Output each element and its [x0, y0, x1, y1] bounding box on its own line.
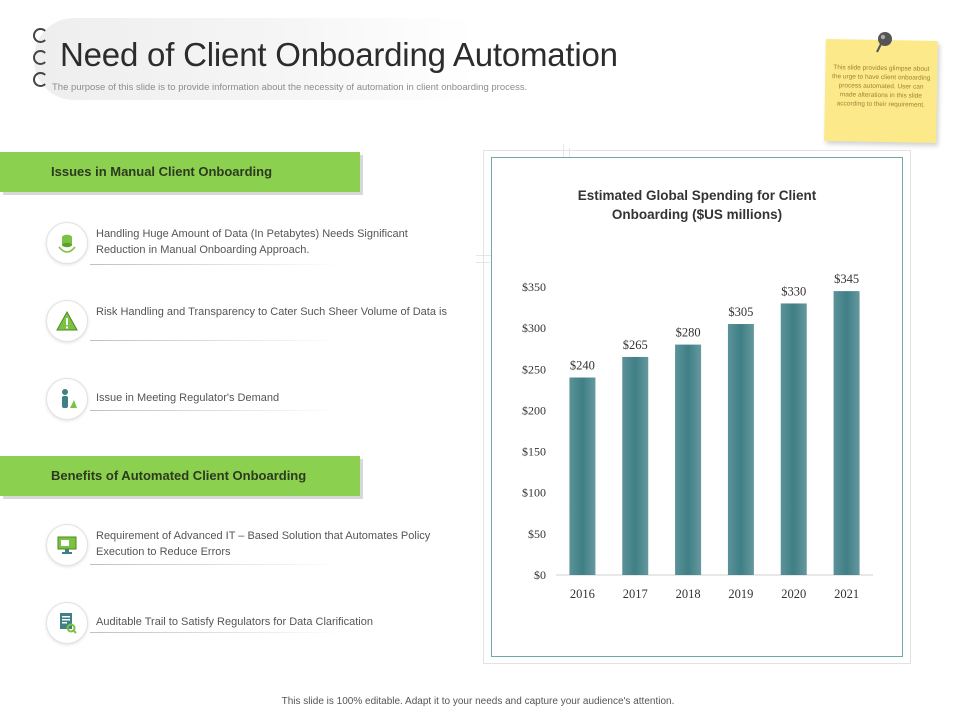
bar — [569, 377, 596, 575]
bar — [727, 324, 754, 575]
x-tick-label: 2020 — [781, 587, 806, 601]
issue-text: Issue in Meeting Regulator's Demand — [96, 392, 280, 404]
y-tick-label: $100 — [522, 486, 546, 500]
list-item: Handling Huge Amount of Data (In Petabyt… — [46, 222, 466, 268]
ring-icon — [33, 28, 48, 43]
list-item: Auditable Trail to Satisfy Regulators fo… — [46, 602, 466, 648]
data-label: $330 — [781, 284, 806, 298]
data-label: $345 — [834, 272, 859, 286]
divider — [90, 340, 340, 341]
list-item: Issue in Meeting Regulator's Demand — [46, 378, 466, 424]
y-tick-label: $150 — [522, 445, 546, 459]
bar — [622, 356, 649, 575]
chart-frame: Estimated Global Spending for Client Onb… — [491, 157, 903, 657]
data-label: $265 — [623, 338, 648, 352]
benefits-heading: Benefits of Automated Client Onboarding — [0, 456, 360, 496]
x-tick-label: 2018 — [676, 587, 701, 601]
title-band — [34, 18, 474, 100]
data-label: $240 — [570, 359, 595, 373]
binder-rings — [33, 28, 51, 88]
data-label: $305 — [728, 305, 753, 319]
bar-chart: $0 $50 $100 $150 $200 $250 $300 $350 $240 2016 $26… — [522, 272, 873, 601]
divider — [476, 255, 494, 256]
bar — [675, 344, 702, 575]
issue-text: Handling Huge Amount of Data (In Petabyt… — [96, 228, 408, 256]
sticky-note-text: This slide provides glimpse about the ur… — [832, 64, 931, 109]
data-label: $280 — [676, 326, 701, 340]
issues-heading: Issues in Manual Client Onboarding — [0, 152, 360, 192]
x-tick-label: 2016 — [570, 587, 595, 601]
divider — [90, 264, 340, 265]
y-tick-label: $250 — [522, 362, 546, 376]
ring-icon — [33, 72, 48, 87]
x-tick-label: 2017 — [623, 587, 648, 601]
list-item: Risk Handling and Transparency to Cater … — [46, 300, 466, 346]
issue-text: Risk Handling and Transparency to Cater … — [96, 306, 447, 318]
bar — [780, 303, 807, 575]
document-search-icon — [46, 602, 88, 644]
chart-outer-frame — [483, 150, 911, 664]
page-title: Need of Client Onboarding Automation — [60, 36, 618, 73]
divider — [90, 632, 340, 633]
chart-title: Estimated Global Spending for Client Onb… — [492, 186, 902, 224]
benefit-text: Auditable Trail to Satisfy Regulators fo… — [96, 616, 373, 628]
pushpin-icon — [876, 32, 892, 53]
divider — [563, 144, 564, 160]
x-tick-label: 2021 — [834, 587, 859, 601]
person-icon — [46, 378, 88, 420]
x-tick-label: 2019 — [728, 587, 753, 601]
footer-note: This slide is 100% editable. Adapt it to… — [281, 696, 675, 707]
y-tick-label: $300 — [522, 321, 546, 335]
y-tick-label: $0 — [534, 568, 546, 582]
divider — [90, 564, 340, 565]
warning-icon — [46, 300, 88, 342]
y-tick-label: $200 — [522, 403, 546, 417]
chart-title-line: Estimated Global Spending for Client — [577, 188, 817, 203]
ring-icon — [33, 50, 48, 65]
database-icon — [46, 222, 88, 264]
list-item: Requirement of Advanced IT – Based Solut… — [46, 524, 466, 570]
chart-title-line: Onboarding ($US millions) — [611, 207, 783, 222]
benefit-text: Requirement of Advanced IT – Based Solut… — [96, 530, 431, 558]
y-tick-label: $50 — [528, 527, 546, 541]
y-tick-label: $350 — [522, 280, 546, 294]
bar — [833, 291, 860, 575]
divider — [569, 148, 570, 160]
monitor-icon — [46, 524, 88, 566]
divider — [90, 410, 340, 411]
page-subtitle: The purpose of this slide is to provide … — [52, 82, 528, 93]
